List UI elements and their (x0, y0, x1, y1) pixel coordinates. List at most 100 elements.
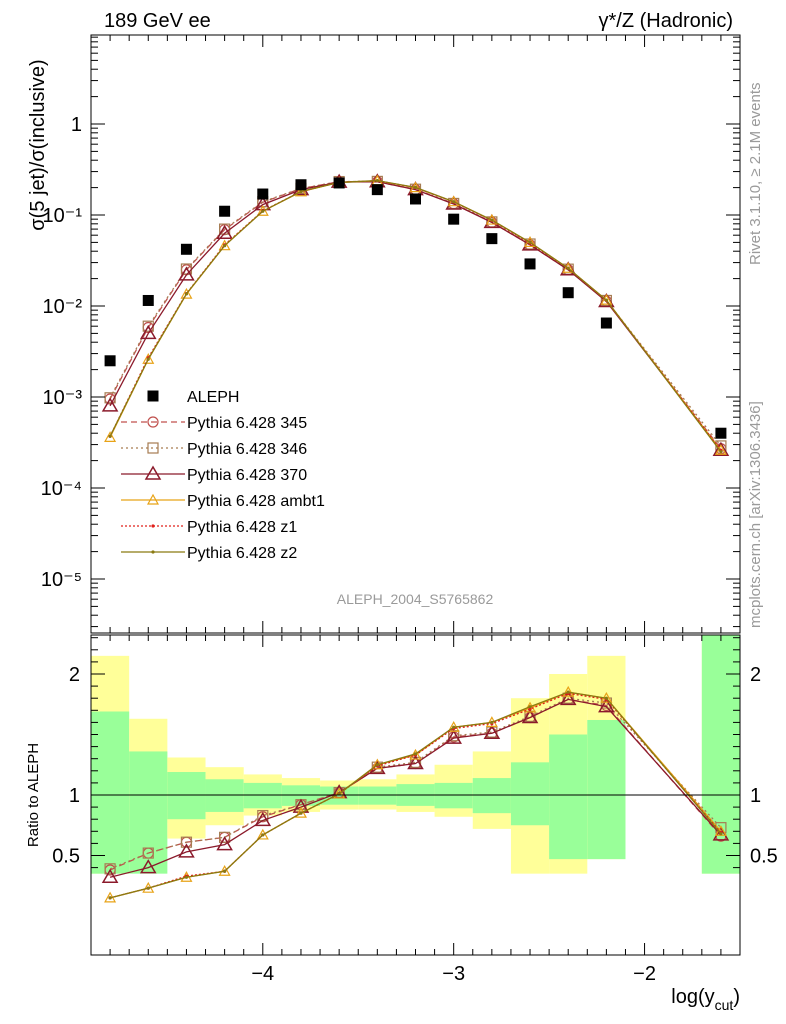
series-point-5 (452, 200, 456, 204)
ratio-tick-label-left: 0.5 (52, 846, 80, 868)
data-point (257, 188, 269, 200)
series-point-1 (104, 392, 116, 404)
data-point (486, 233, 498, 245)
data-point (524, 258, 536, 270)
green-band-15 (701, 635, 740, 874)
ratio-point-1 (142, 847, 154, 859)
series-point-5 (299, 189, 303, 194)
ratio-point-5 (452, 725, 456, 729)
ratio-tick-label-right: 1 (750, 785, 761, 807)
legend-label-4: Pythia 6.428 ambt1 (187, 493, 325, 510)
ratio-series-group (101, 685, 730, 903)
series-line-4 (109, 180, 722, 451)
rivet-label: Rivet 3.1.10, ≥ 2.1M events (747, 83, 764, 266)
green-band-13 (587, 719, 626, 860)
green-band-6 (320, 786, 359, 805)
series-point-2 (101, 397, 119, 412)
green-band-9 (434, 782, 473, 809)
y-tick-label: 10⁻⁵ (41, 569, 82, 591)
series-layer (101, 173, 730, 456)
ratio-point-5 (566, 690, 570, 694)
green-band-12 (549, 734, 588, 860)
ratio-point-5 (299, 811, 303, 815)
ratio-point-1 (180, 836, 193, 848)
series-point-2 (712, 441, 730, 456)
main-frame (90, 34, 741, 634)
series-point-3 (562, 262, 575, 273)
ratio-point-5 (490, 720, 494, 725)
series-line-2 (109, 181, 722, 451)
y-tick-label: 10⁻³ (43, 387, 83, 409)
ratio-tick-label-left: 2 (69, 664, 80, 686)
analysis-label: ALEPH_2004_S5765862 (337, 591, 494, 607)
x-axis-label-end: ) (733, 986, 740, 1008)
series-point-5 (413, 185, 418, 190)
ratio-point-1 (219, 831, 231, 843)
ratio-point-2 (407, 755, 424, 770)
y-tick-label: 10⁻⁴ (41, 478, 82, 500)
series-point-3 (524, 236, 537, 247)
data-point (219, 205, 231, 217)
x-tick-label: −4 (251, 963, 274, 985)
data-point (410, 193, 421, 205)
series-point-5 (719, 450, 723, 454)
legend-marker-5 (151, 524, 155, 528)
ratio-point-2 (483, 724, 501, 740)
legend-label-5: Pythia 6.428 z1 (187, 519, 297, 536)
ratio-point-5 (223, 869, 227, 873)
series-point-5 (261, 209, 265, 213)
y-tick-label: 10⁻² (43, 296, 83, 318)
header-right: γ*/Z (Hadronic) (599, 10, 733, 32)
data-point (142, 294, 154, 306)
ratio-point-3 (218, 864, 231, 876)
y-tick-label: 10⁻¹ (43, 205, 83, 227)
main-ylabel: σ(5 jet)/σ(inclusive) (27, 59, 49, 230)
green-band-11 (510, 762, 550, 826)
ratio-point-2 (254, 811, 272, 827)
ratio-line-1 (109, 697, 722, 870)
ratio-point-5 (719, 832, 723, 836)
legend-marker-3 (144, 465, 162, 480)
series-point-3 (104, 431, 117, 442)
ratio-point-1 (104, 863, 116, 875)
legend-marker-1 (147, 416, 159, 428)
series-point-2 (139, 324, 157, 340)
legend-label-2: Pythia 6.428 346 (187, 441, 307, 458)
y-tick-label: 1 (71, 114, 82, 136)
ratio-point-2 (559, 690, 577, 706)
series-point-5 (375, 178, 379, 183)
legend-label-0: ALEPH (187, 389, 239, 406)
ratio-point-2 (445, 729, 462, 744)
series-point-5 (528, 240, 532, 244)
ratio-point-2 (139, 859, 157, 874)
ratio-point-2 (178, 843, 195, 858)
green-band-1 (129, 751, 168, 874)
series-point-3 (600, 293, 613, 305)
green-band-7 (358, 786, 397, 805)
series-line-5 (109, 179, 722, 453)
mcplots-label: mcplots.cern.ch [arXiv:1306.3436] (747, 401, 764, 628)
data-point (104, 355, 116, 367)
ratio-tick-label-right: 2 (750, 664, 761, 686)
ratio-point-5 (413, 752, 418, 756)
series-point-3 (256, 204, 269, 216)
ratio-point-5 (184, 875, 189, 879)
series-line-3 (109, 180, 722, 451)
green-band-3 (205, 779, 244, 812)
series-point-5 (108, 434, 112, 438)
ratio-point-4 (528, 707, 532, 711)
data-point (180, 243, 192, 255)
series-point-5 (223, 244, 227, 248)
series-point-5 (184, 292, 189, 296)
series-line-0 (109, 181, 722, 450)
ratio-point-5 (108, 896, 112, 900)
data-point (371, 184, 383, 196)
green-band-10 (472, 778, 511, 814)
ratio-point-5 (375, 763, 379, 767)
green-band-4 (243, 782, 282, 809)
ratio-point-5 (604, 696, 608, 700)
series-point-2 (216, 224, 233, 240)
series-line-1 (109, 180, 722, 447)
series-point-2 (178, 266, 195, 281)
